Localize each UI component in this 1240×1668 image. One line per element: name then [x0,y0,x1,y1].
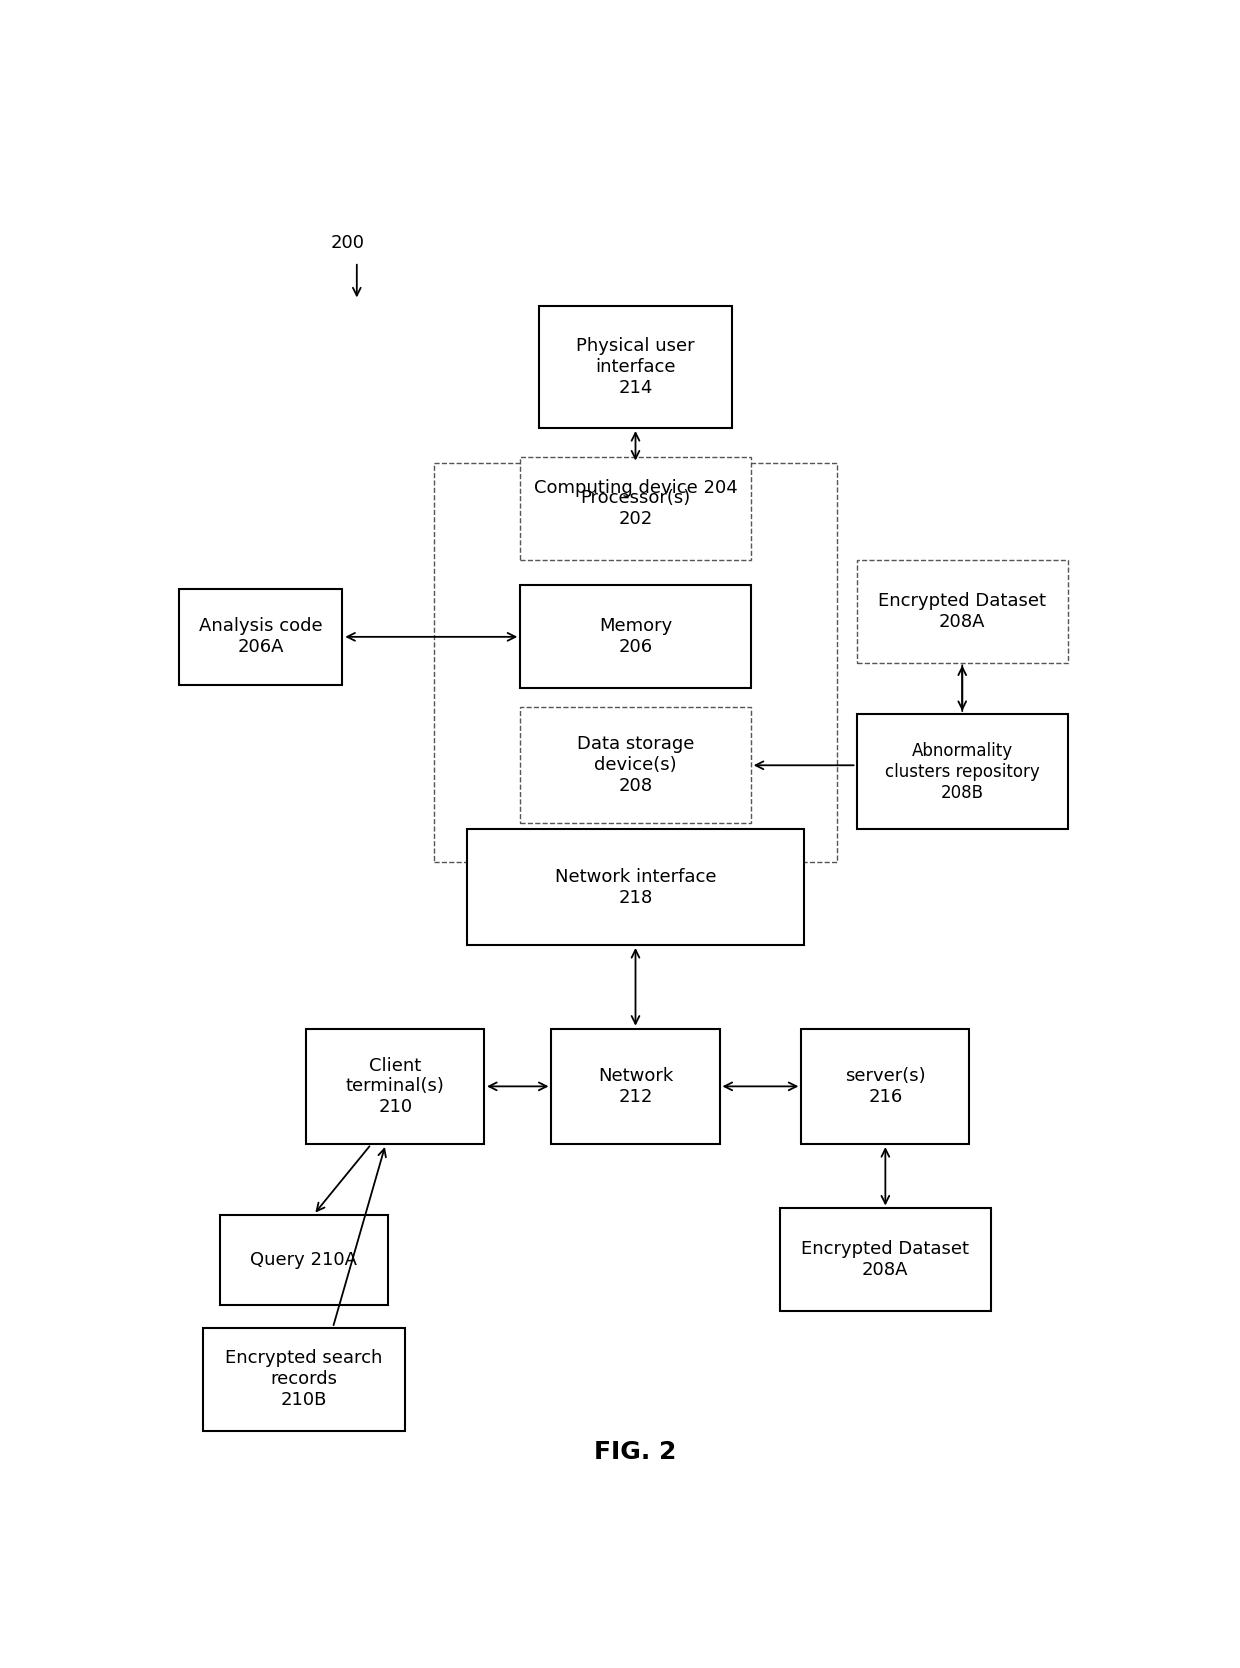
Text: Network
212: Network 212 [598,1068,673,1106]
Bar [521,585,751,689]
Bar [801,1029,970,1144]
Bar [857,560,1068,662]
Bar [467,829,804,946]
Text: Encrypted Dataset
208A: Encrypted Dataset 208A [801,1241,970,1279]
Bar [857,714,1068,829]
Text: Computing device 204: Computing device 204 [533,479,738,497]
Text: 200: 200 [330,234,365,252]
Text: Client
terminal(s)
210: Client terminal(s) 210 [346,1056,445,1116]
Text: Network interface
218: Network interface 218 [554,867,717,907]
Bar [539,307,732,429]
Text: Physical user
interface
214: Physical user interface 214 [577,337,694,397]
Bar [780,1208,991,1311]
Text: Abnormality
clusters repository
208B: Abnormality clusters repository 208B [885,742,1039,802]
Text: Query 210A: Query 210A [250,1251,357,1269]
Bar [521,707,751,822]
Text: Analysis code
206A: Analysis code 206A [198,617,322,656]
Text: Data storage
device(s)
208: Data storage device(s) 208 [577,736,694,796]
Bar [203,1328,404,1431]
Bar [552,1029,719,1144]
Text: Processor(s)
202: Processor(s) 202 [580,489,691,527]
Bar [434,464,837,862]
Bar [521,457,751,560]
Text: FIG. 2: FIG. 2 [594,1441,677,1465]
Bar [179,589,342,686]
Bar [306,1029,484,1144]
Bar [219,1214,388,1304]
Text: Memory
206: Memory 206 [599,617,672,656]
Text: Encrypted Dataset
208A: Encrypted Dataset 208A [878,592,1047,631]
Text: Encrypted search
records
210B: Encrypted search records 210B [226,1349,383,1409]
Text: server(s)
216: server(s) 216 [844,1068,926,1106]
